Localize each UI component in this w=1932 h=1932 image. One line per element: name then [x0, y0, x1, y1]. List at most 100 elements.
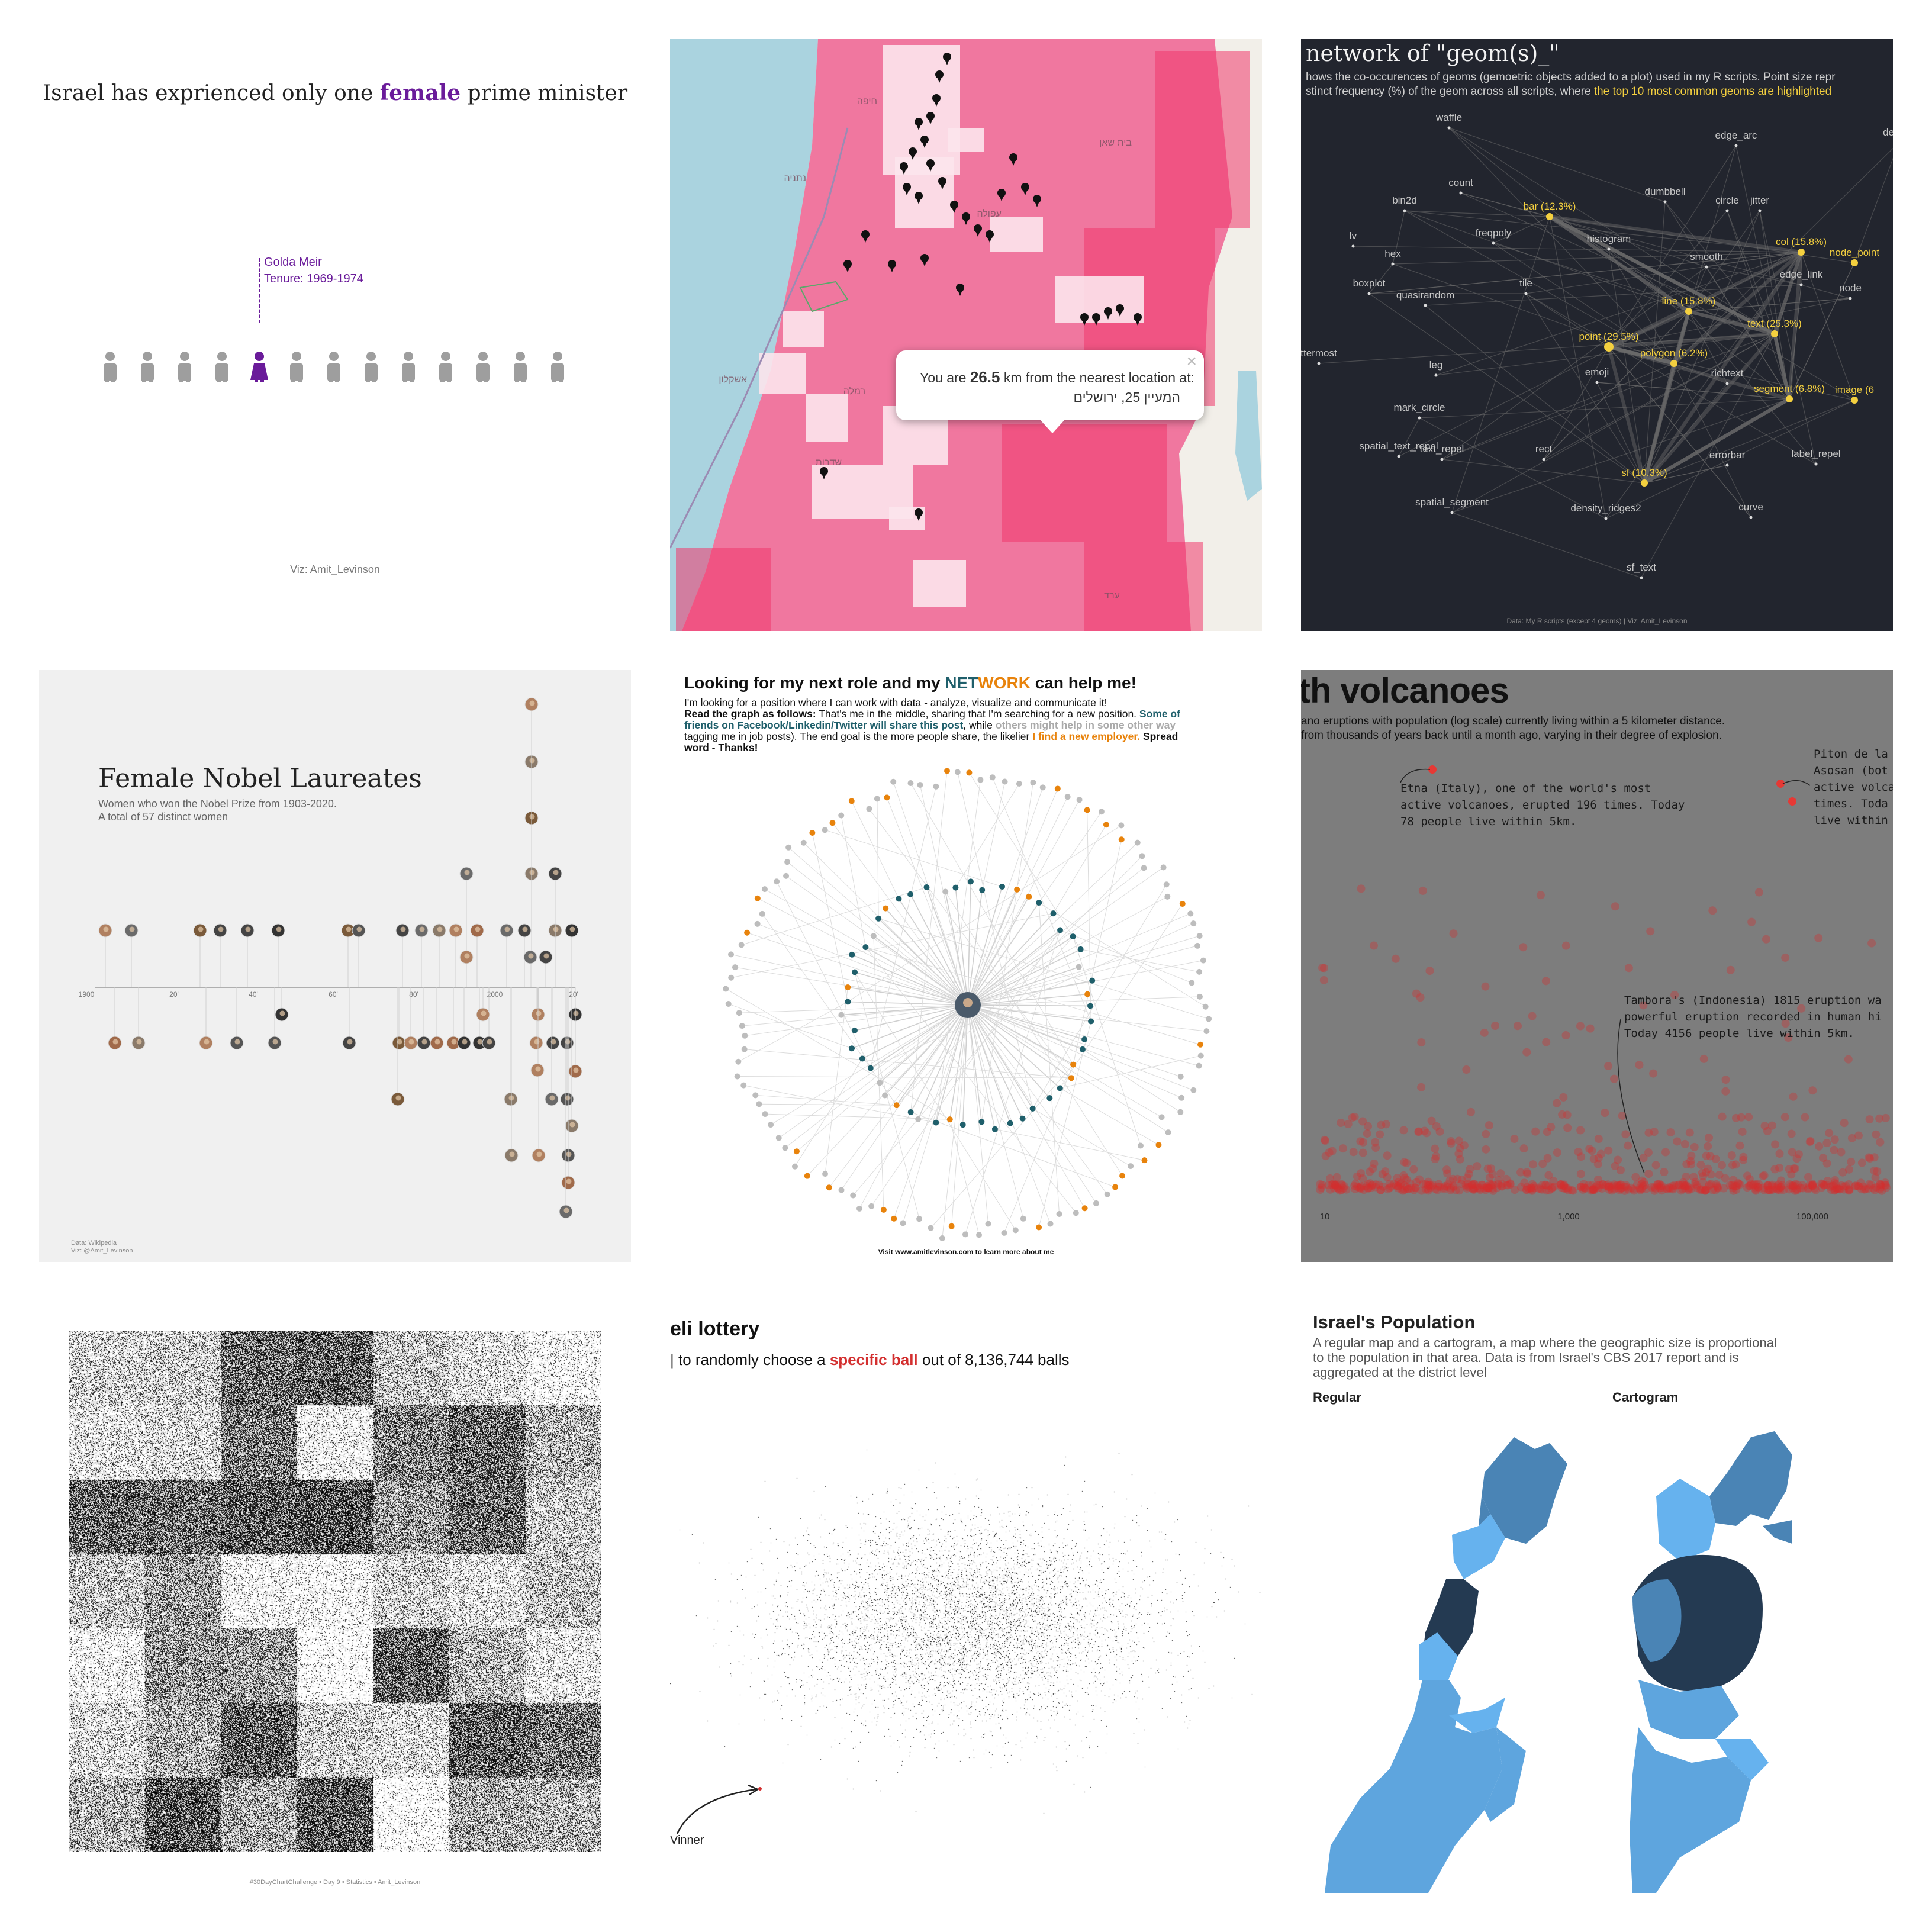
map-location-marker[interactable] [920, 136, 929, 148]
volcano-point [1767, 1186, 1776, 1194]
nobel-laureate[interactable] [524, 697, 539, 987]
map-location-marker[interactable] [1080, 313, 1089, 326]
volcano-point [1457, 1175, 1466, 1184]
nobel-laureate[interactable] [392, 987, 406, 1050]
volcano-point [1425, 1180, 1434, 1189]
nobel-laureate[interactable] [432, 923, 446, 987]
volcano-point [1791, 1182, 1799, 1191]
network-desc-line-3: friends on Facebook/Linkedin/Twitter wil… [684, 720, 1180, 731]
map-location-marker[interactable] [974, 224, 982, 237]
nobel-laureate[interactable] [193, 923, 207, 987]
map-location-marker[interactable] [1021, 183, 1029, 195]
map-location-marker[interactable] [926, 112, 935, 124]
map-location-marker[interactable] [938, 177, 946, 189]
volcano-point [1494, 1180, 1503, 1189]
nobel-laureate[interactable] [559, 987, 573, 1219]
nobel-laureate[interactable] [131, 987, 146, 1050]
map-location-marker[interactable] [1033, 195, 1041, 207]
map-location-marker[interactable] [920, 254, 929, 266]
map-location-marker[interactable] [943, 53, 951, 65]
nobel-laureate[interactable] [500, 923, 514, 987]
nobel-laureate[interactable] [472, 987, 487, 1050]
map-location-marker[interactable] [926, 159, 935, 172]
volcano-point [1875, 1180, 1884, 1189]
nobel-laureate[interactable] [449, 923, 463, 987]
map-location-marker[interactable] [935, 70, 944, 83]
nobel-laureate[interactable] [275, 987, 289, 1022]
map-location-marker[interactable] [888, 260, 896, 272]
nobel-laureate[interactable] [548, 867, 562, 987]
nobel-laureate[interactable] [523, 950, 537, 987]
map-location-marker[interactable] [915, 192, 923, 204]
nobel-laureate[interactable] [268, 987, 282, 1050]
nobel-laureate[interactable] [459, 950, 474, 987]
map-location-marker[interactable] [903, 183, 911, 195]
nobel-laureate[interactable] [414, 923, 429, 987]
nobel-laureate[interactable] [271, 923, 285, 987]
nobel-laureate[interactable] [98, 923, 112, 987]
volcano-point [1393, 1184, 1402, 1193]
map-location-marker[interactable] [1009, 153, 1017, 166]
nobel-laureate[interactable] [457, 987, 471, 1050]
nobel-laureate[interactable] [529, 987, 543, 1050]
volcano-point [1477, 1180, 1486, 1189]
nobel-laureate[interactable] [530, 987, 545, 1077]
map-location-marker[interactable] [1092, 313, 1100, 326]
network-node [1047, 1221, 1054, 1227]
volcano-point [1840, 1119, 1849, 1128]
geom-edge [1688, 311, 1728, 384]
map-location-marker[interactable] [900, 162, 908, 175]
map-location-marker[interactable] [932, 94, 941, 107]
nobel-laureate[interactable] [124, 923, 139, 987]
nobel-laureate[interactable] [391, 987, 405, 1106]
nobel-laureate[interactable] [342, 987, 356, 1050]
nobel-laureate[interactable] [539, 950, 553, 987]
nobel-laureate[interactable] [230, 987, 244, 1050]
nobel-laureate[interactable] [352, 923, 366, 987]
map-location-marker[interactable] [861, 230, 870, 243]
nobel-laureate[interactable] [504, 987, 519, 1163]
nobel-laureate[interactable] [565, 923, 579, 987]
volcano-point [1376, 1186, 1385, 1194]
map-location-marker[interactable] [956, 284, 964, 296]
nobel-laureate[interactable] [476, 987, 490, 1022]
nobel-laureate[interactable] [108, 987, 122, 1050]
map-location-marker[interactable] [843, 260, 852, 272]
map-location-marker[interactable] [986, 230, 994, 243]
map-deep-zone [1002, 424, 1167, 542]
volcano-point [1553, 1099, 1561, 1107]
map-location-marker[interactable] [1134, 313, 1142, 326]
network-node [1179, 900, 1186, 907]
map-location-marker[interactable] [1104, 307, 1112, 320]
nobel-laureate[interactable] [560, 987, 574, 1106]
nobel-laureate[interactable] [395, 923, 410, 987]
map-location-marker[interactable] [1116, 304, 1124, 317]
map-canvas[interactable]: ערד שדרות אשקלון רמלה נתניה חיפה עפולה בית שאן [670, 39, 1262, 631]
nobel-laureate[interactable] [199, 987, 213, 1050]
nobel-laureate[interactable] [517, 923, 532, 987]
nobel-laureate[interactable] [470, 923, 484, 987]
map-location-marker[interactable] [915, 508, 923, 521]
nobel-laureate[interactable] [546, 987, 560, 1050]
nobel-laureate[interactable] [504, 987, 518, 1106]
nobel-laureate[interactable] [430, 987, 444, 1050]
map-location-marker[interactable] [950, 201, 958, 213]
nobel-laureate[interactable] [545, 987, 559, 1106]
map-location-marker[interactable] [909, 147, 917, 160]
nobel-laureate[interactable] [417, 987, 431, 1050]
nobel-laureate[interactable] [568, 987, 582, 1078]
geom-node: circle [1715, 195, 1739, 212]
nobel-laureate[interactable] [531, 987, 545, 1022]
map-location-marker[interactable] [962, 212, 970, 225]
nobel-laureate[interactable] [240, 923, 255, 987]
nobel-laureate[interactable] [213, 923, 227, 987]
map-popup-close[interactable]: × [1186, 352, 1197, 371]
volcano-point [1594, 1154, 1603, 1163]
nobel-laureate[interactable] [404, 987, 418, 1050]
nobel-laureate[interactable] [561, 987, 575, 1190]
map-location-marker[interactable] [997, 189, 1006, 201]
volcano-point [1714, 1184, 1722, 1193]
map-location-marker[interactable] [820, 467, 828, 479]
map-location-marker[interactable] [915, 118, 923, 130]
nobel-laureate[interactable] [341, 923, 355, 987]
